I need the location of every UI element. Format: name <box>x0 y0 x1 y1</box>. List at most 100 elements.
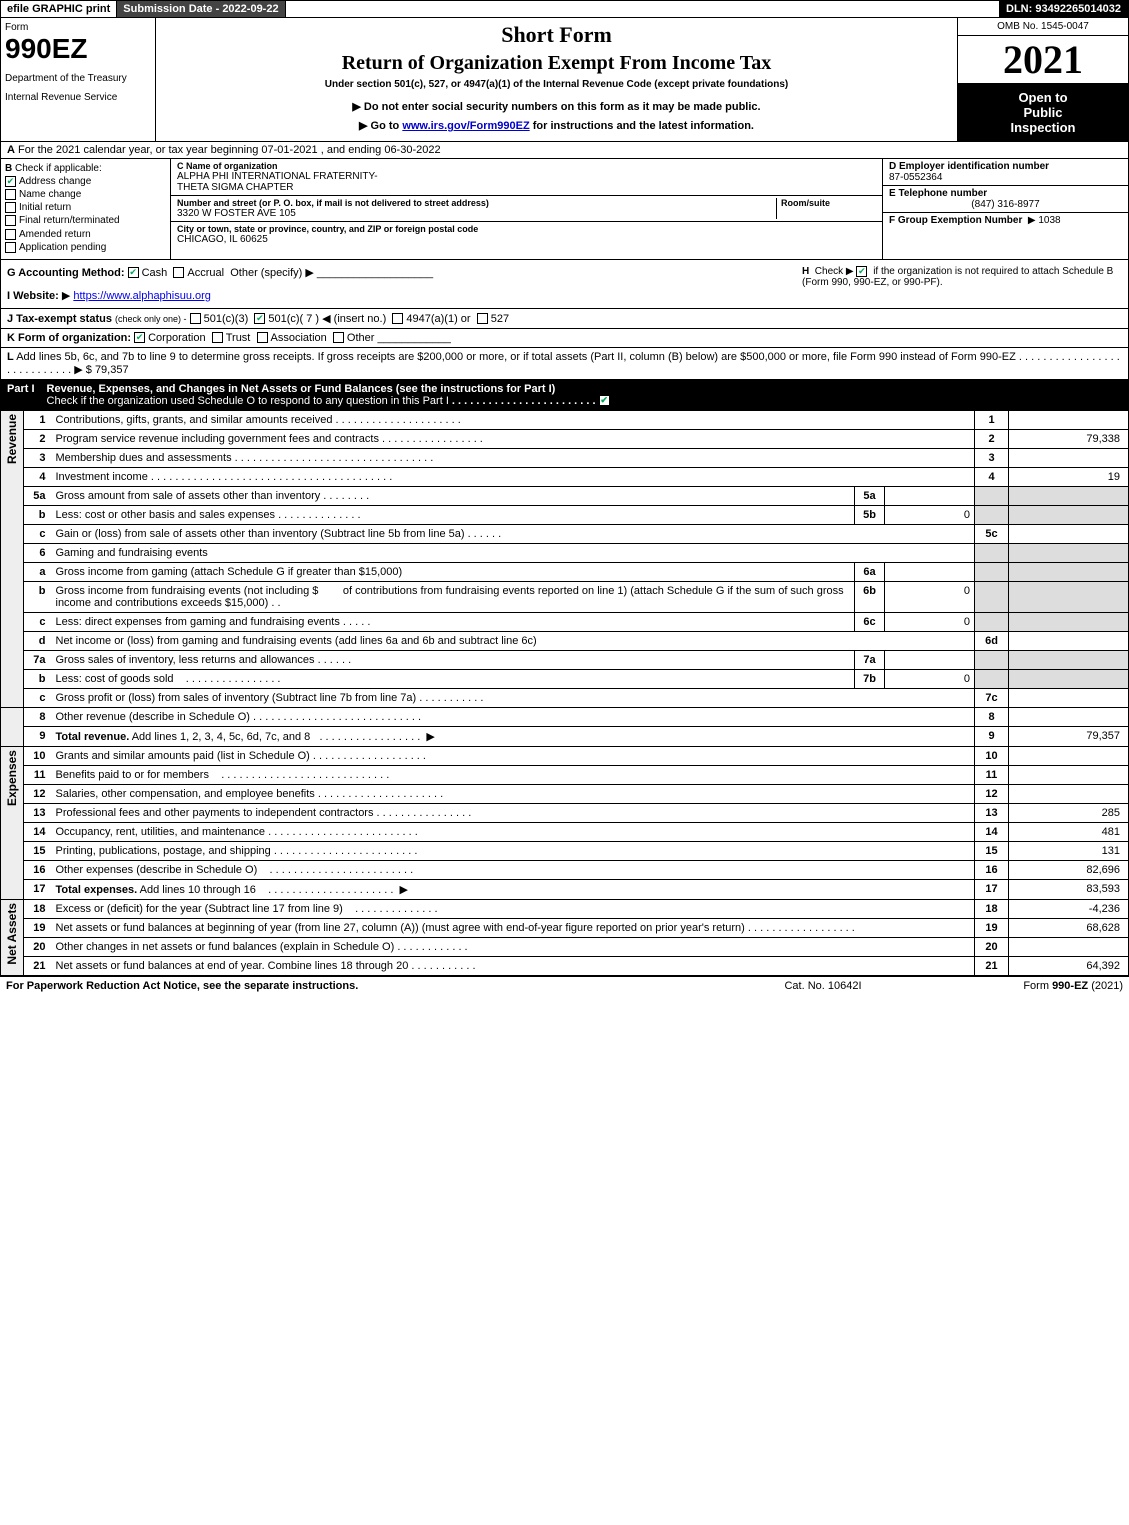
open-to-public: Open to Public Inspection <box>958 84 1128 141</box>
chk-name-change[interactable]: Name change <box>5 189 166 200</box>
open-line3: Inspection <box>964 120 1122 135</box>
chk-corp[interactable] <box>134 332 145 343</box>
goto-link[interactable]: www.irs.gov/Form990EZ <box>402 120 529 132</box>
tel-cell: E Telephone number (847) 316-8977 <box>883 186 1128 213</box>
checkbox-icon[interactable] <box>5 215 16 226</box>
line-num: 19 <box>24 918 52 937</box>
line-num: 13 <box>24 803 52 822</box>
footer-left: For Paperwork Reduction Act Notice, see … <box>6 980 723 992</box>
chk-501c[interactable] <box>254 313 265 324</box>
sub-line-num: 5a <box>855 486 885 505</box>
expenses-side: Expenses <box>1 746 24 899</box>
grey-cell <box>1009 543 1129 562</box>
chk-address-change[interactable]: Address change <box>5 176 166 187</box>
row-j: J Tax-exempt status (check only one) - 5… <box>0 309 1129 329</box>
chk-initial-return[interactable]: Initial return <box>5 202 166 213</box>
line-desc: Grants and similar amounts paid (list in… <box>52 746 975 765</box>
chk-other[interactable] <box>333 332 344 343</box>
chk-h[interactable] <box>856 266 867 277</box>
dept-irs: Internal Revenue Service <box>5 92 151 103</box>
org-name-cell: C Name of organization ALPHA PHI INTERNA… <box>171 159 882 196</box>
chk-label: Amended return <box>19 229 91 240</box>
sub-line-num: 6c <box>855 612 885 631</box>
line-num: c <box>24 688 52 707</box>
efile-print-label[interactable]: efile GRAPHIC print <box>1 1 117 17</box>
line-desc: Membership dues and assessments . . . . … <box>52 448 975 467</box>
chk-cash[interactable] <box>128 267 139 278</box>
top-bar: efile GRAPHIC print Submission Date - 20… <box>0 0 1129 18</box>
line-desc: Printing, publications, postage, and shi… <box>52 841 975 860</box>
line-desc: Net assets or fund balances at beginning… <box>52 918 975 937</box>
j-opt-0: 501(c)(3) <box>204 313 249 325</box>
chk-amended-return[interactable]: Amended return <box>5 229 166 240</box>
table-row: 8 Other revenue (describe in Schedule O)… <box>1 707 1129 726</box>
room-lbl: Room/suite <box>781 198 876 208</box>
chk-501c3[interactable] <box>190 313 201 324</box>
table-row: 9 Total revenue. Add lines 1, 2, 3, 4, 5… <box>1 726 1129 746</box>
checkbox-icon[interactable] <box>5 202 16 213</box>
j-note: (check only one) - <box>115 314 187 324</box>
dln-label: DLN: 93492265014032 <box>1000 1 1128 17</box>
table-row: 2 Program service revenue including gove… <box>1 429 1129 448</box>
line-value <box>1009 688 1129 707</box>
checkbox-icon[interactable] <box>5 229 16 240</box>
grey-cell <box>1009 562 1129 581</box>
footer-right-suffix: (2021) <box>1088 980 1123 992</box>
sub-line-num: 6b <box>855 581 885 612</box>
table-row: 7a Gross sales of inventory, less return… <box>1 650 1129 669</box>
chk-accrual[interactable] <box>173 267 184 278</box>
line-desc: Less: cost or other basis and sales expe… <box>52 505 855 524</box>
row-a: A For the 2021 calendar year, or tax yea… <box>0 142 1129 159</box>
chk-4947[interactable] <box>392 313 403 324</box>
j-label: J Tax-exempt status <box>7 313 112 325</box>
line-num: 8 <box>24 707 52 726</box>
chk-schedule-o[interactable] <box>599 395 610 406</box>
table-row: c Gross profit or (loss) from sales of i… <box>1 688 1129 707</box>
line-desc: Contributions, gifts, grants, and simila… <box>52 411 975 430</box>
line-box-num: 8 <box>975 707 1009 726</box>
checkbox-icon[interactable] <box>5 189 16 200</box>
sub-line-val: 0 <box>885 581 975 612</box>
org-name-2: THETA SIGMA CHAPTER <box>177 182 876 193</box>
grey-cell <box>975 650 1009 669</box>
line-value: 83,593 <box>1009 879 1129 899</box>
table-row: Expenses 10 Grants and similar amounts p… <box>1 746 1129 765</box>
line-value: 79,357 <box>1009 726 1129 746</box>
line-value <box>1009 784 1129 803</box>
table-row: 11 Benefits paid to or for members . . .… <box>1 765 1129 784</box>
table-row: c Less: direct expenses from gaming and … <box>1 612 1129 631</box>
line-desc: Gross income from fundraising events (no… <box>52 581 855 612</box>
line-num: b <box>24 581 52 612</box>
h-text1: Check ▶ <box>815 266 854 277</box>
line-num: 16 <box>24 860 52 879</box>
line-desc: Total revenue. Add lines 1, 2, 3, 4, 5c,… <box>52 726 975 746</box>
h-label: H <box>802 266 809 277</box>
l-text: Add lines 5b, 6c, and 7b to line 9 to de… <box>16 351 1016 363</box>
ein-value: 87-0552364 <box>889 172 1122 183</box>
website-link[interactable]: https://www.alphaphisuu.org <box>73 290 211 302</box>
checkbox-icon[interactable] <box>5 242 16 253</box>
city-value: CHICAGO, IL 60625 <box>177 234 876 245</box>
chk-trust[interactable] <box>212 332 223 343</box>
chk-label: Final return/terminated <box>19 216 120 227</box>
chk-527[interactable] <box>477 313 488 324</box>
chk-assoc[interactable] <box>257 332 268 343</box>
line-desc: Investment income . . . . . . . . . . . … <box>52 467 975 486</box>
chk-final-return[interactable]: Final return/terminated <box>5 215 166 226</box>
sub-line-val <box>885 650 975 669</box>
dept-treasury: Department of the Treasury <box>5 73 151 84</box>
line-desc: Less: cost of goods sold . . . . . . . .… <box>52 669 855 688</box>
line-desc: Excess or (deficit) for the year (Subtra… <box>52 899 975 918</box>
form-number: 990EZ <box>5 33 151 65</box>
j-opt-3: 527 <box>491 313 509 325</box>
k-label: K Form of organization: <box>7 332 131 344</box>
k-opt-0: Corporation <box>148 332 205 344</box>
line-desc: Less: direct expenses from gaming and fu… <box>52 612 855 631</box>
line-desc: Other revenue (describe in Schedule O) .… <box>52 707 975 726</box>
checkbox-icon[interactable] <box>5 176 16 187</box>
line-box-num: 10 <box>975 746 1009 765</box>
chk-application-pending[interactable]: Application pending <box>5 242 166 253</box>
ein-cell: D Employer identification number 87-0552… <box>883 159 1128 186</box>
grey-cell <box>1009 486 1129 505</box>
footer-right-form: 990-EZ <box>1052 980 1088 992</box>
